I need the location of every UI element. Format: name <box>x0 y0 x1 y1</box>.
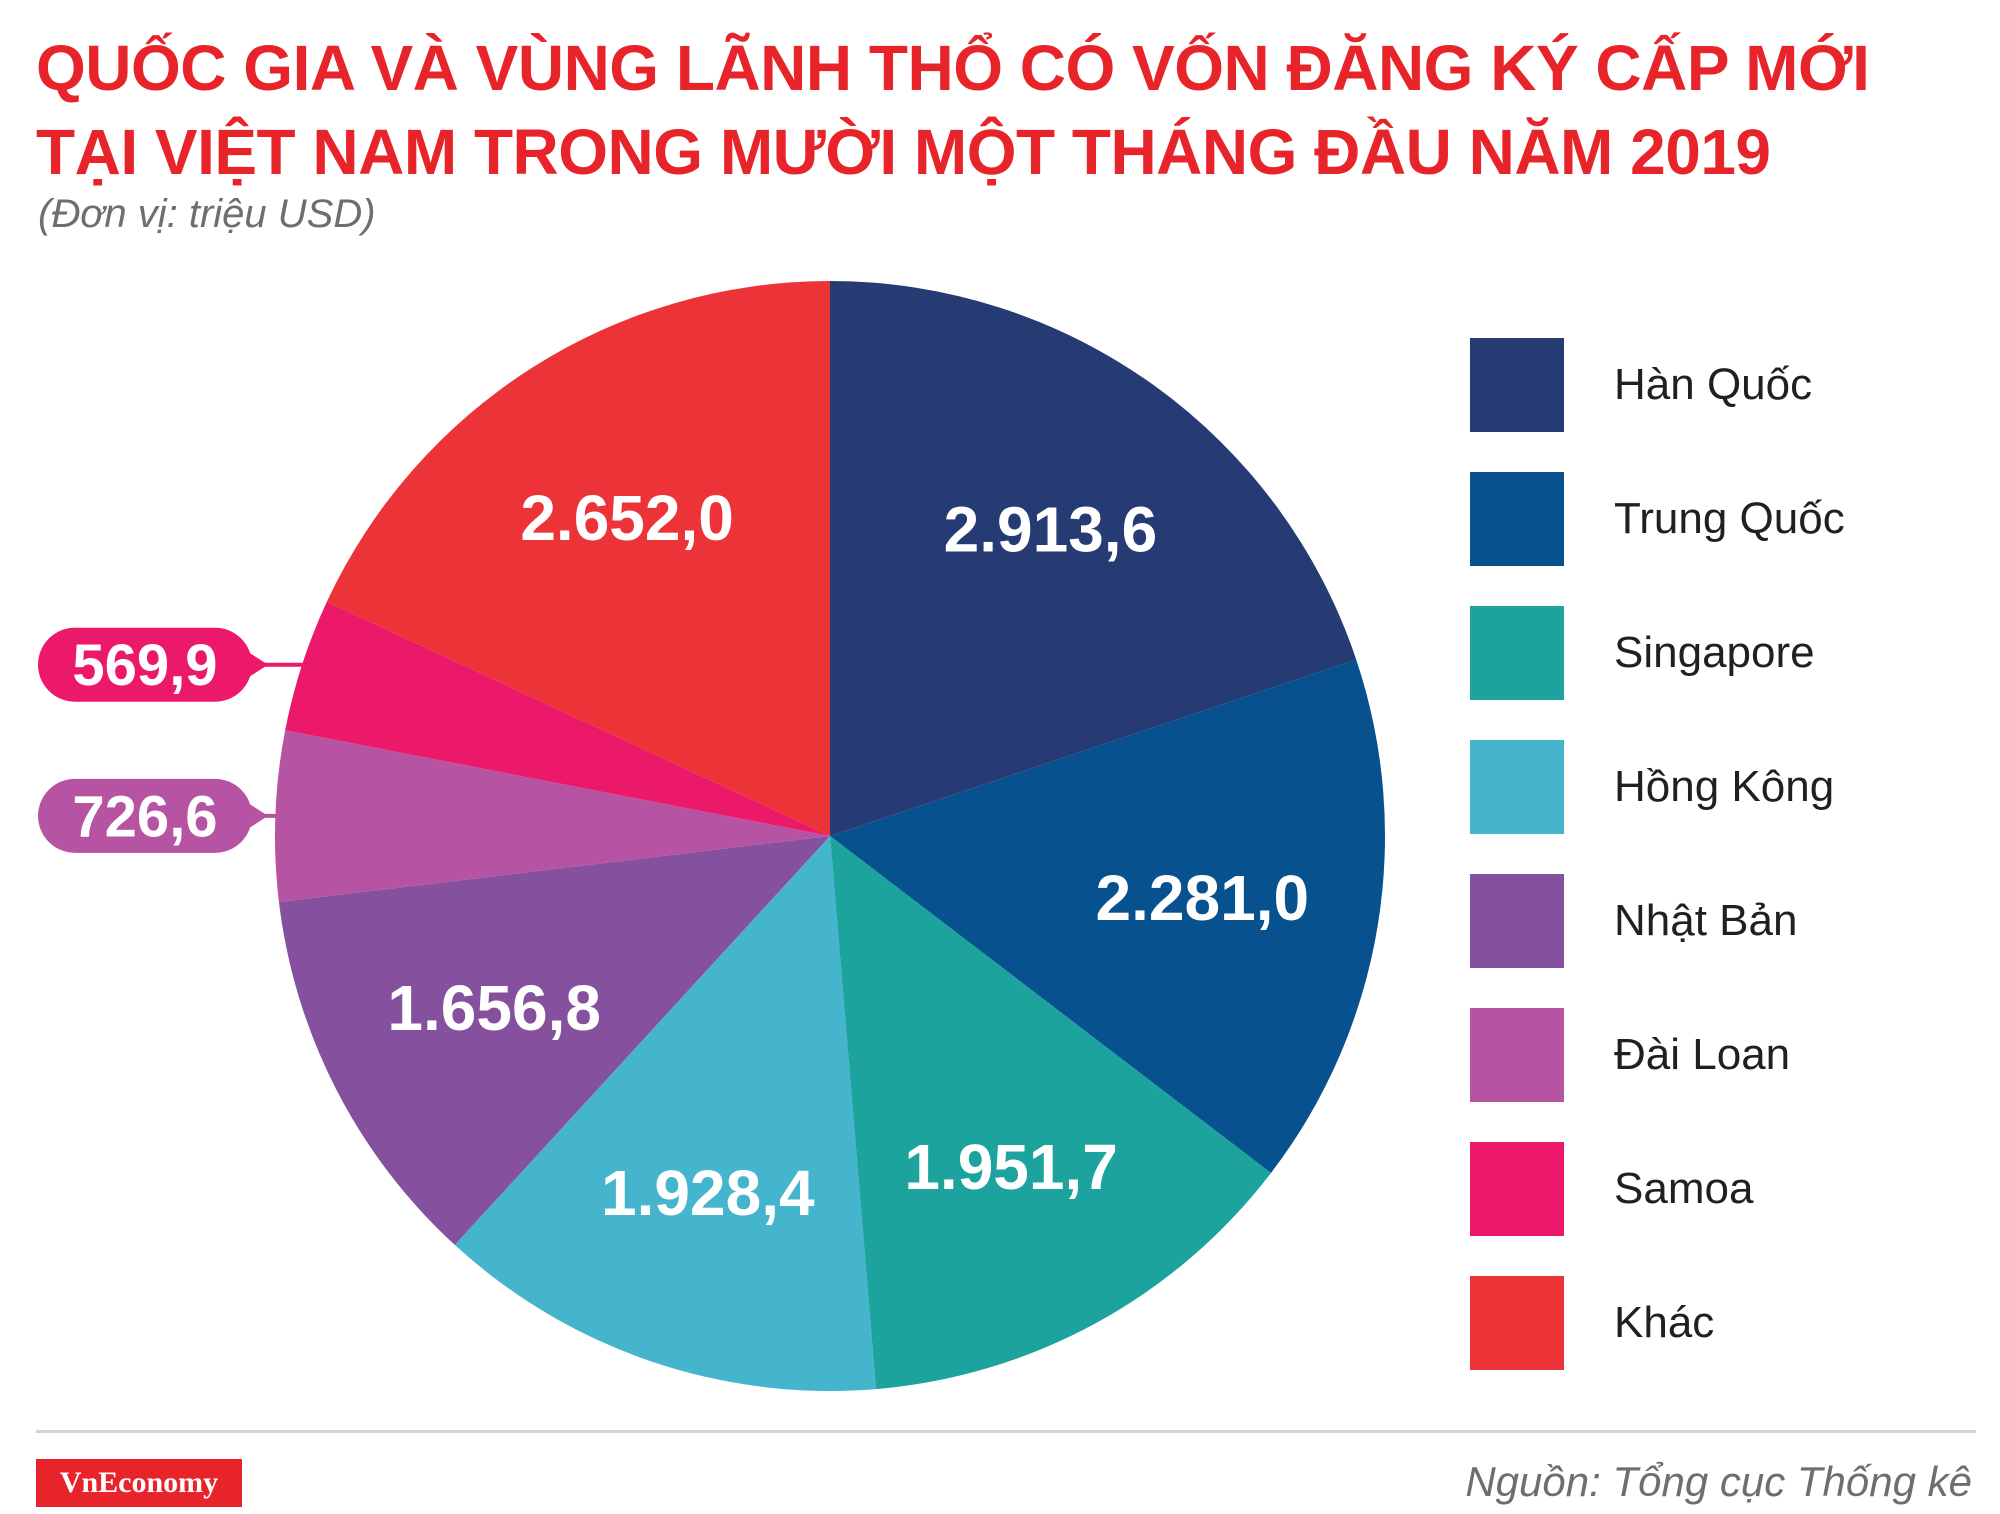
callout-pill-samoa <box>38 627 252 702</box>
legend-swatch <box>1470 1276 1564 1370</box>
pie-slice-khac <box>326 281 830 836</box>
pie-callouts: 726,6 569,9 <box>38 627 305 853</box>
legend-label: Trung Quốc <box>1614 494 1845 543</box>
legend-label: Hàn Quốc <box>1614 360 1813 409</box>
pie-slice-dai-loan <box>275 730 830 902</box>
chart-title-line-2: TẠI VIỆT NAM TRONG MƯỜI MỘT THÁNG ĐẦU NĂ… <box>36 116 1771 188</box>
legend-item-khac: Khác <box>1470 1256 1845 1390</box>
legend-swatch <box>1470 740 1564 834</box>
pie-value-label-singapore: 1.951,7 <box>904 1131 1118 1203</box>
pie-slice-trung-quoc <box>830 659 1386 1173</box>
pie-slice-samoa <box>285 601 830 836</box>
brand-logo: VnEconomy <box>36 1459 242 1507</box>
pie-slices <box>275 280 1386 1391</box>
legend-label: Samoa <box>1614 1164 1754 1213</box>
legend-item-hong-kong: Hồng Kông <box>1470 720 1845 854</box>
unit-label: (Đơn vị: triệu USD) <box>38 192 376 236</box>
legend-item-nhat-ban: Nhật Bản <box>1470 854 1845 988</box>
legend-swatch <box>1470 1142 1564 1236</box>
pie-slice-singapore <box>830 836 1271 1390</box>
pie-slice-han-quoc <box>830 280 1357 836</box>
chart-title-line-1: QUỐC GIA VÀ VÙNG LÃNH THỔ CÓ VỐN ĐĂNG KÝ… <box>36 32 1870 104</box>
legend-label: Singapore <box>1614 628 1815 677</box>
legend-label: Khác <box>1614 1298 1715 1347</box>
callout-pill-dai-loan <box>38 778 252 853</box>
pie-value-label-dai-loan: 726,6 <box>72 784 217 849</box>
legend-swatch <box>1470 606 1564 700</box>
pie-value-label-han-quoc: 2.913,6 <box>944 494 1158 566</box>
legend-item-trung-quoc: Trung Quốc <box>1470 452 1845 586</box>
legend-swatch <box>1470 874 1564 968</box>
legend-swatch <box>1470 1008 1564 1102</box>
source-note: Nguồn: Tổng cục Thống kê <box>1465 1458 1972 1505</box>
legend-item-samoa: Samoa <box>1470 1122 1845 1256</box>
legend-item-dai-loan: Đài Loan <box>1470 988 1845 1122</box>
pie-value-label-nhat-ban: 1.656,8 <box>387 972 601 1044</box>
legend-item-han-quoc: Hàn Quốc <box>1470 318 1845 452</box>
footer-divider <box>36 1430 1976 1433</box>
pie-value-label-trung-quoc: 2.281,0 <box>1096 862 1310 934</box>
legend: Hàn Quốc Trung Quốc Singapore Hồng Kông Nhật… <box>1470 318 1845 1390</box>
pie-value-labels: 2.913,6 2.281,0 1.951,7 1.928,4 1.656,8 2.652… <box>387 482 1309 1229</box>
pie-value-label-hong-kong: 1.928,4 <box>601 1157 815 1229</box>
pie-value-label-samoa: 569,9 <box>72 633 217 698</box>
chart-title: QUỐC GIA VÀ VÙNG LÃNH THỔ CÓ VỐN ĐĂNG KÝ… <box>36 26 1936 194</box>
legend-label: Đài Loan <box>1614 1030 1791 1079</box>
legend-label: Nhật Bản <box>1614 896 1798 945</box>
pie-slice-nhat-ban <box>278 836 830 1245</box>
legend-item-singapore: Singapore <box>1470 586 1845 720</box>
pie-value-label-khac: 2.652,0 <box>520 482 734 554</box>
legend-label: Hồng Kông <box>1614 762 1835 811</box>
legend-swatch <box>1470 338 1564 432</box>
legend-swatch <box>1470 472 1564 566</box>
pie-slice-hong-kong <box>454 836 876 1391</box>
